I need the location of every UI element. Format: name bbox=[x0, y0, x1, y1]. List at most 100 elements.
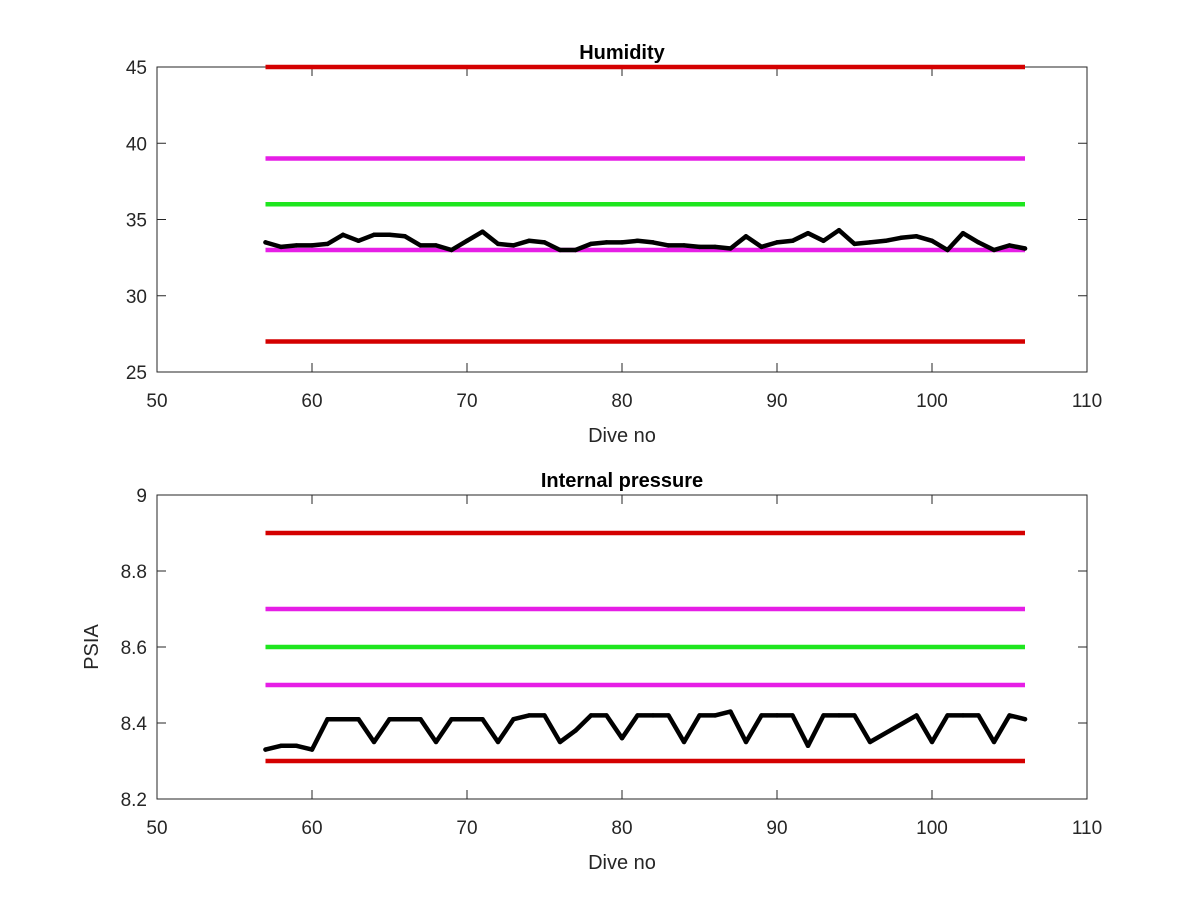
data-point bbox=[294, 743, 299, 748]
data-point bbox=[867, 739, 873, 745]
y-tick-label: 45 bbox=[126, 58, 147, 79]
data-point bbox=[759, 713, 764, 718]
internal-pressure-panel: 50 60 70 80 90 100 110 8.2 8.4 8.6 8.8 9 Internal pr… bbox=[81, 470, 1102, 874]
data-point bbox=[976, 713, 981, 718]
data-point bbox=[790, 713, 795, 718]
data-point bbox=[883, 238, 888, 244]
x-tick-label: 70 bbox=[456, 818, 477, 839]
data-point bbox=[821, 713, 826, 718]
data-point bbox=[836, 713, 842, 718]
data-point bbox=[433, 243, 439, 248]
data-point bbox=[557, 739, 563, 745]
data-point bbox=[991, 739, 997, 745]
data-point bbox=[960, 231, 966, 236]
data-point bbox=[681, 739, 687, 745]
data-point bbox=[650, 713, 656, 718]
x-tick-label: 50 bbox=[146, 818, 167, 839]
data-point bbox=[325, 241, 330, 247]
x-axis-label: Dive no bbox=[588, 425, 656, 447]
data-point bbox=[356, 238, 361, 244]
x-tick-label: 70 bbox=[456, 391, 477, 412]
data-point bbox=[294, 243, 299, 248]
x-tick-label: 60 bbox=[301, 818, 322, 839]
x-tick-label: 100 bbox=[916, 391, 948, 412]
data-point bbox=[433, 739, 439, 745]
series-line bbox=[263, 709, 1028, 752]
data-point bbox=[805, 743, 811, 748]
data-point bbox=[495, 241, 501, 247]
data-point bbox=[914, 713, 919, 718]
data-point bbox=[666, 713, 671, 718]
data-point bbox=[836, 227, 842, 233]
data-point bbox=[573, 247, 578, 253]
data-point bbox=[371, 739, 377, 745]
data-point bbox=[790, 238, 795, 244]
data-point bbox=[728, 709, 733, 714]
data-point bbox=[387, 232, 392, 237]
data-point bbox=[278, 743, 284, 748]
data-point bbox=[650, 240, 656, 245]
data-point bbox=[495, 739, 501, 745]
y-tick-label: 8.6 bbox=[121, 638, 147, 659]
data-point bbox=[309, 243, 315, 248]
data-point bbox=[418, 717, 423, 722]
data-point bbox=[464, 238, 470, 244]
data-point bbox=[480, 229, 485, 234]
data-point bbox=[666, 243, 671, 248]
x-tick-label: 100 bbox=[916, 818, 948, 839]
data-point bbox=[480, 717, 485, 722]
y-tick-label: 8.8 bbox=[121, 562, 147, 583]
data-point bbox=[1022, 246, 1028, 251]
data-point bbox=[449, 717, 454, 722]
data-point bbox=[805, 231, 811, 236]
x-tick-label: 50 bbox=[146, 391, 167, 412]
data-point bbox=[743, 739, 749, 745]
x-axis-label: Dive no bbox=[588, 852, 656, 874]
data-point bbox=[511, 717, 516, 722]
data-point bbox=[511, 243, 516, 248]
data-point bbox=[325, 717, 330, 722]
x-tick-label: 110 bbox=[1072, 391, 1102, 412]
y-tick-label: 9 bbox=[136, 486, 147, 507]
y-tick-label: 30 bbox=[126, 287, 147, 308]
data-point bbox=[263, 747, 268, 752]
data-point bbox=[774, 713, 780, 718]
data-point bbox=[728, 246, 733, 251]
data-point bbox=[309, 747, 315, 752]
data-point bbox=[619, 736, 625, 741]
data-point bbox=[681, 243, 687, 248]
data-point bbox=[402, 234, 408, 239]
data-point bbox=[867, 240, 873, 245]
data-point bbox=[976, 240, 981, 245]
data-point bbox=[697, 713, 702, 718]
data-point bbox=[588, 713, 594, 718]
data-point bbox=[542, 240, 547, 245]
data-point bbox=[619, 240, 625, 245]
data-point bbox=[464, 717, 470, 722]
data-point bbox=[604, 240, 609, 245]
x-tick-label: 90 bbox=[766, 818, 787, 839]
data-point bbox=[371, 232, 377, 237]
x-tick-label: 80 bbox=[611, 818, 632, 839]
data-point bbox=[898, 235, 904, 240]
y-tick-label: 40 bbox=[126, 134, 147, 155]
data-point bbox=[774, 240, 780, 245]
data-point bbox=[526, 713, 532, 718]
series-line bbox=[263, 227, 1028, 253]
data-point bbox=[557, 247, 563, 253]
data-point bbox=[387, 717, 392, 722]
data-point bbox=[712, 244, 718, 250]
data-point bbox=[588, 241, 594, 247]
data-point bbox=[635, 238, 640, 244]
data-point bbox=[278, 244, 284, 250]
x-tick-label: 110 bbox=[1072, 818, 1102, 839]
data-point bbox=[914, 234, 919, 239]
data-point bbox=[542, 713, 547, 718]
data-point bbox=[356, 717, 361, 722]
data-point bbox=[743, 234, 749, 239]
data-point bbox=[945, 247, 950, 253]
data-point bbox=[697, 244, 702, 250]
data-point bbox=[712, 713, 718, 718]
